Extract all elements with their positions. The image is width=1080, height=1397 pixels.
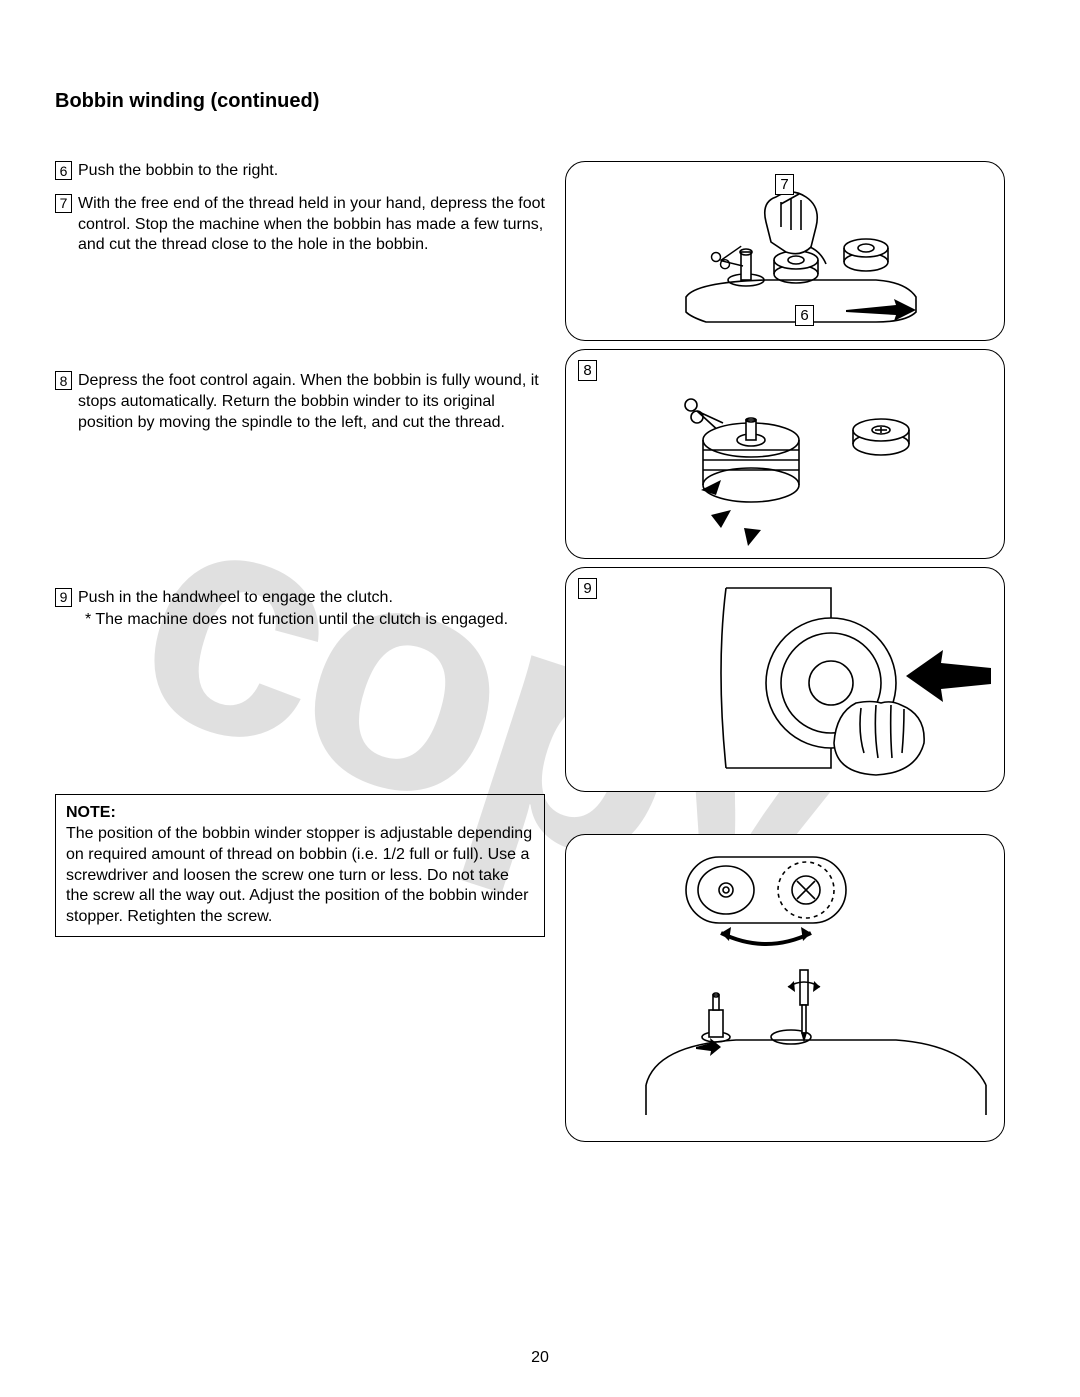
step-number-box: 8: [55, 371, 72, 390]
fig-label-9: 9: [578, 578, 597, 599]
figure-note-stopper: [565, 834, 1005, 1142]
step-text: Push the bobbin to the right.: [78, 161, 278, 182]
step-text: Push in the handwheel to engage the clut…: [78, 588, 393, 609]
step-number-box: 6: [55, 161, 72, 180]
figure-9: 9: [565, 567, 1005, 792]
left-column: 6 Push the bobbin to the right. 7 With t…: [55, 161, 545, 1150]
step-text: Depress the foot control again. When the…: [78, 371, 545, 433]
step-7: 7 With the free end of the thread held i…: [55, 194, 545, 256]
figure-6-7: 7 6: [565, 161, 1005, 341]
bobbin-stopper-adjust-illustration: [566, 835, 1006, 1143]
page-title: Bobbin winding (continued): [55, 90, 1025, 113]
figure-8: 8: [565, 349, 1005, 559]
step-9-subnote: * The machine does not function until th…: [85, 610, 545, 631]
note-text: The position of the bobbin winder stoppe…: [66, 825, 532, 925]
note-label: NOTE:: [66, 803, 534, 824]
step-number-box: 7: [55, 194, 72, 213]
bobbin-full-cut-illustration: [566, 350, 1006, 560]
step-text: With the free end of the thread held in …: [78, 194, 545, 256]
step-6: 6 Push the bobbin to the right.: [55, 161, 545, 182]
fig-label-7: 7: [775, 174, 794, 195]
step-8: 8 Depress the foot control again. When t…: [55, 371, 545, 433]
step-number-box: 9: [55, 588, 72, 607]
note-box: NOTE: The position of the bobbin winder …: [55, 794, 545, 937]
fig-label-6: 6: [795, 305, 814, 326]
right-column: 7 6: [565, 161, 1005, 1150]
step-9: 9 Push in the handwheel to engage the cl…: [55, 588, 545, 609]
fig-label-8: 8: [578, 360, 597, 381]
page-number: 20: [0, 1349, 1080, 1367]
content-grid: 6 Push the bobbin to the right. 7 With t…: [55, 161, 1025, 1150]
handwheel-push-illustration: [566, 568, 1006, 793]
